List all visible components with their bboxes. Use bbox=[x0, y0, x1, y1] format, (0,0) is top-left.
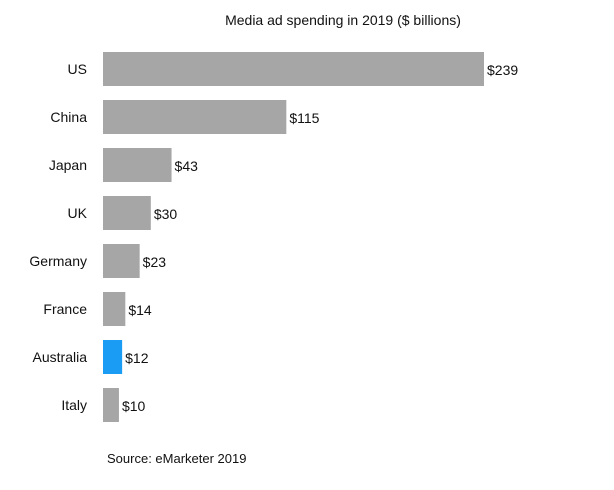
category-label: Australia bbox=[33, 349, 88, 365]
category-label: Germany bbox=[29, 253, 87, 269]
chart-title: Media ad spending in 2019 ($ billions) bbox=[225, 12, 461, 28]
bar-italy bbox=[103, 388, 119, 422]
bar-germany bbox=[103, 244, 140, 278]
data-label: $12 bbox=[125, 350, 149, 366]
category-label: UK bbox=[68, 205, 88, 221]
bar-france bbox=[103, 292, 126, 326]
category-label: Italy bbox=[61, 397, 87, 413]
category-label: China bbox=[50, 109, 87, 125]
data-label: $14 bbox=[128, 302, 152, 318]
category-label: Japan bbox=[49, 157, 87, 173]
data-label: $115 bbox=[289, 110, 319, 126]
category-label: France bbox=[43, 301, 87, 317]
data-label: $10 bbox=[122, 398, 146, 414]
bar-japan bbox=[103, 148, 172, 182]
bar-us bbox=[103, 52, 484, 86]
bar-australia bbox=[103, 340, 123, 374]
data-label: $239 bbox=[487, 62, 518, 78]
bar-uk bbox=[103, 196, 151, 230]
data-label: $23 bbox=[143, 254, 167, 270]
category-label: US bbox=[68, 61, 87, 77]
data-label: $30 bbox=[154, 206, 178, 222]
bar-china bbox=[103, 100, 287, 134]
data-label: $43 bbox=[175, 158, 199, 174]
source-note: Source: eMarketer 2019 bbox=[107, 451, 246, 466]
